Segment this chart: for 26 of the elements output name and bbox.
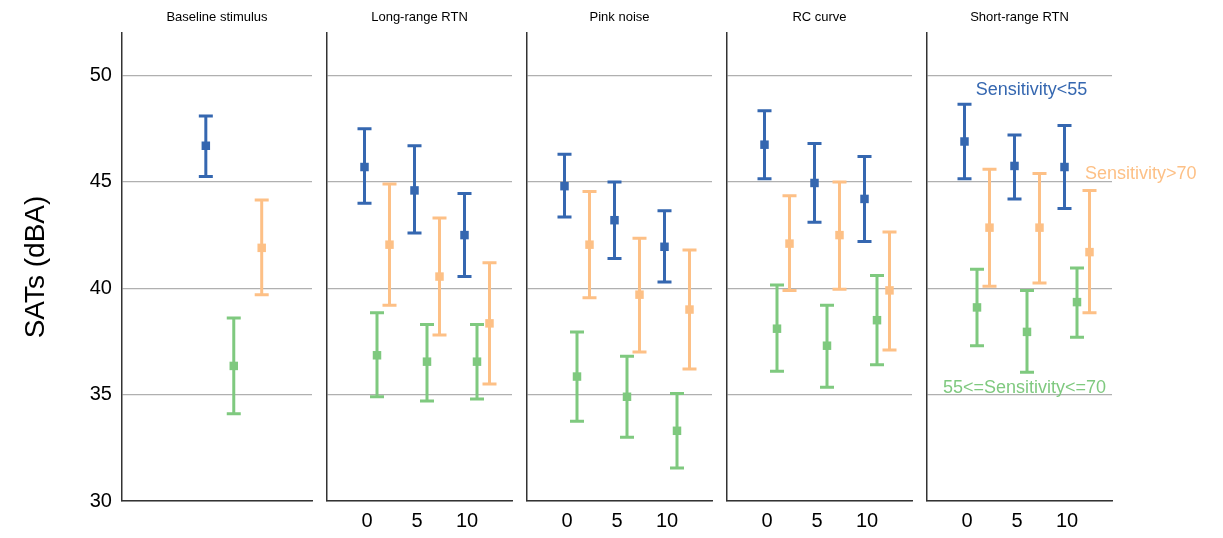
x-tick-label: 5 xyxy=(1011,508,1023,531)
y-tick-label: 40 xyxy=(89,275,112,298)
x-tick-label: 5 xyxy=(811,508,823,531)
text: 55<=Sensitivity<=70 xyxy=(943,376,1107,397)
x-tick-label: 10 xyxy=(455,508,479,531)
x-tick-label: 0 xyxy=(761,508,773,531)
y-tick-label: 50 xyxy=(89,63,112,86)
x-tick-label: 10 xyxy=(655,508,679,531)
chart-title: Baseline stimulus xyxy=(166,8,269,24)
x-tick-label: 0 xyxy=(561,508,573,531)
x-tick-label: 10 xyxy=(855,508,879,531)
text: Sensitivity<55 xyxy=(975,78,1088,99)
y-axis-title: SATs (dBA) xyxy=(18,195,50,339)
text: Sensitivity>70 xyxy=(1085,162,1197,183)
x-tick-label: 5 xyxy=(611,508,623,531)
x-tick-label: 0 xyxy=(961,508,973,531)
chart-title: Short-range RTN xyxy=(970,8,1069,24)
y-tick-label: 30 xyxy=(89,488,112,511)
x-tick-label: 5 xyxy=(411,508,423,531)
chart-title: RC curve xyxy=(792,8,847,24)
chart-title: Long-range RTN xyxy=(371,8,468,24)
x-tick-label: 10 xyxy=(1055,508,1079,531)
x-tick-label: 0 xyxy=(361,508,373,531)
y-tick-label: 35 xyxy=(89,382,112,405)
chart-title: Pink noise xyxy=(589,8,650,24)
y-tick-label: 45 xyxy=(89,169,112,192)
